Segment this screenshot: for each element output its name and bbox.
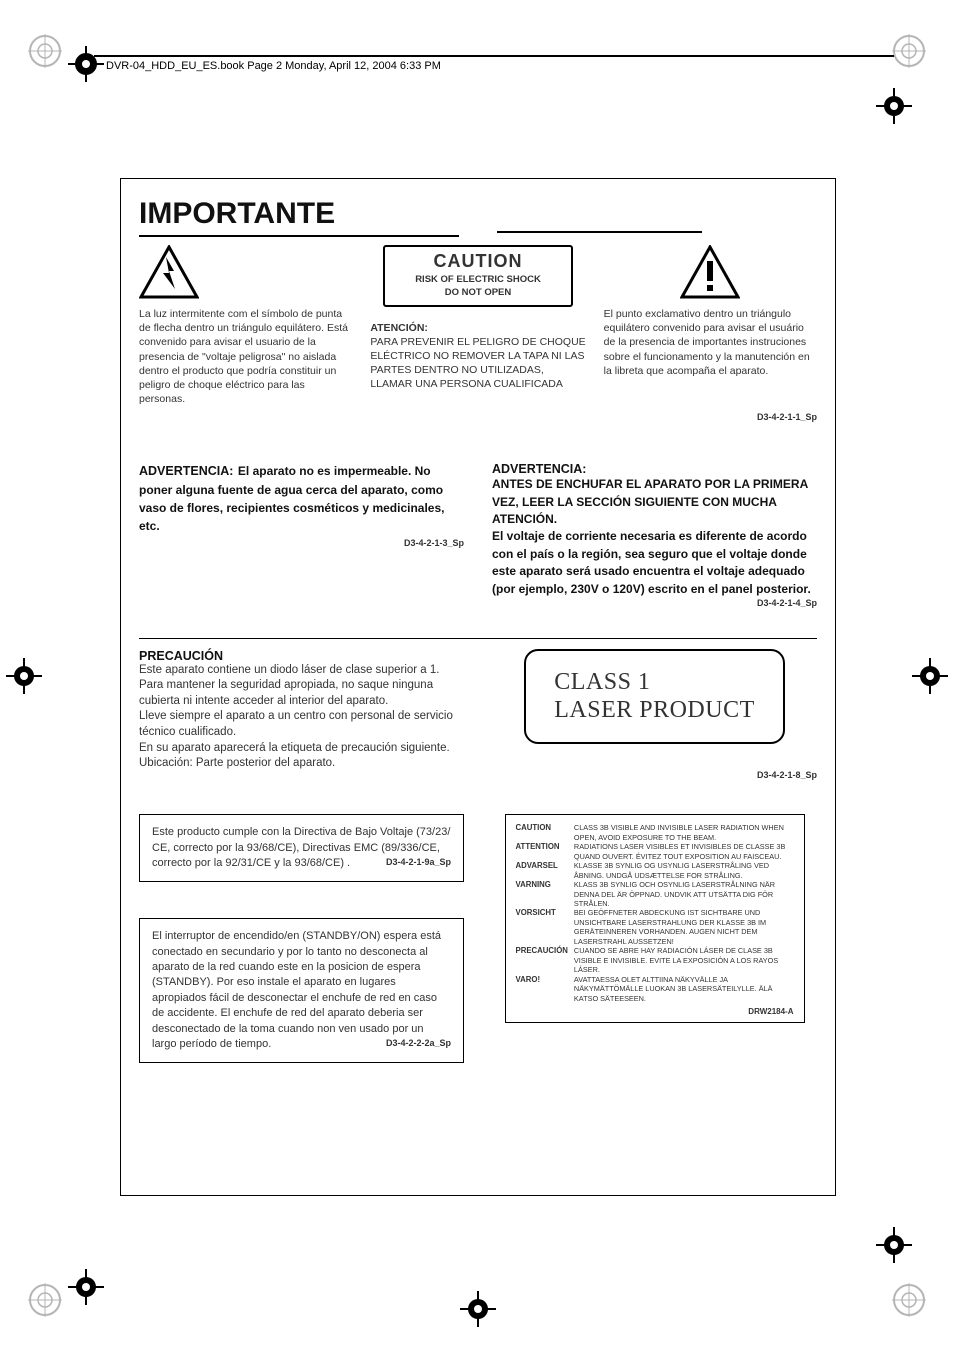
exclamation-triangle-block: El punto exclamativo dentro un triángulo… — [604, 245, 817, 378]
ml-varning: KLASS 3B SYNLIG OCH OSYNLIG LASERSTRÅLNI… — [574, 880, 794, 908]
advertencia-2-line2: El voltaje de corriente necesaria es dif… — [492, 528, 817, 598]
registration-mark — [28, 1283, 62, 1317]
caution-box-line1: CAUTION — [395, 251, 561, 272]
advertencia-1-head: ADVERTENCIA: — [139, 464, 233, 478]
ref-d3-4-2-1-1: D3-4-2-1-1_Sp — [139, 412, 817, 422]
caution-box-line3: DO NOT OPEN — [395, 287, 561, 298]
ref-d3-4-2-1-3: D3-4-2-1-3_Sp — [139, 538, 464, 548]
crosshair-mark — [910, 656, 950, 696]
directive-box: Este producto cumple con la Directiva de… — [139, 814, 464, 882]
atencion-text: PARA PREVENIR EL PELIGRO DE CHOQUE ELÉCT… — [370, 335, 585, 392]
precaucion-p1: Este aparato contiene un diodo láser de … — [139, 663, 464, 710]
crosshair-mark — [874, 86, 914, 126]
exclamation-triangle-icon — [680, 245, 740, 299]
header-path: DVR-04_HDD_EU_ES.book Page 2 Monday, Apr… — [106, 60, 447, 72]
advertencia-voltage: ADVERTENCIA: ANTES DE ENCHUFAR EL APARAT… — [492, 462, 817, 608]
header-rule — [94, 55, 894, 57]
ref-d3-4-2-2-2a: D3-4-2-2-2a_Sp — [386, 1037, 451, 1050]
precaucion-head: PRECAUCIÓN — [139, 649, 464, 663]
crosshair-mark — [874, 1225, 914, 1265]
class1-laser-box: CLASS 1 LASER PRODUCT — [524, 649, 785, 744]
crosshair-mark — [458, 1289, 498, 1329]
standby-box: El interruptor de encendido/en (STANDBY/… — [139, 918, 464, 1063]
ml-advarsel: KLASSE 3B SYNLIG OG USYNLIG LASERSTRÅLIN… — [574, 861, 794, 880]
ref-d3-4-2-1-8: D3-4-2-1-8_Sp — [492, 770, 817, 780]
crosshair-mark — [66, 44, 106, 84]
ref-d3-4-2-1-9a: D3-4-2-1-9a_Sp — [386, 856, 451, 869]
ml-vorsicht: BEI GEÖFFNETER ABDECKUNG IST SICHTBARE U… — [574, 908, 794, 946]
atencion-head: ATENCIÓN: — [370, 321, 585, 335]
advertencia-2-line1: ANTES DE ENCHUFAR EL APARATO POR LA PRIM… — [492, 476, 817, 528]
registration-mark — [892, 34, 926, 68]
precaucion-p2: Lleve siempre el aparato a un centro con… — [139, 709, 464, 740]
caution-rule — [497, 231, 702, 233]
multilang-laser-label: CAUTIONCLASS 3B VISIBLE AND INVISIBLE LA… — [505, 814, 805, 1023]
precaucion-p4: Ubicación: Parte posterior del aparato. — [139, 756, 464, 772]
ml-code: DRW2184-A — [516, 1003, 794, 1017]
lightning-triangle-text: La luz intermitente com el símbolo de pu… — [139, 307, 352, 406]
ml-attention: RADIATIONS LASER VISIBLES ET INVISIBLES … — [574, 842, 794, 861]
ml-precaucion: CUANDO SE ABRE HAY RADIACIÓN LÁSER DE CL… — [574, 946, 794, 974]
advertencia-2-head: ADVERTENCIA: — [492, 462, 817, 476]
page-title: IMPORTANTE — [139, 197, 817, 231]
caution-box: CAUTION RISK OF ELECTRIC SHOCK DO NOT OP… — [383, 245, 573, 307]
ref-d3-4-2-1-4: D3-4-2-1-4_Sp — [492, 598, 817, 608]
precaucion-block: PRECAUCIÓN Este aparato contiene un diod… — [139, 649, 464, 780]
standby-text: El interruptor de encendido/en (STANDBY/… — [152, 930, 441, 1050]
title-rule — [139, 235, 459, 237]
crosshair-mark — [66, 1267, 106, 1307]
registration-mark — [28, 34, 62, 68]
caution-block: CAUTION RISK OF ELECTRIC SHOCK DO NOT OP… — [370, 245, 585, 392]
ml-varo: AVATTAESSA OLET ALTTIINA NÄKYVÄLLE JA NÄ… — [574, 975, 794, 1003]
page-frame: IMPORTANTE La luz intermitente com el sí… — [120, 178, 836, 1196]
crosshair-mark — [4, 656, 44, 696]
caution-box-line2: RISK OF ELECTRIC SHOCK — [395, 274, 561, 285]
lightning-triangle-icon — [139, 245, 199, 299]
registration-mark — [892, 1283, 926, 1317]
laser-line1: CLASS 1 — [554, 669, 755, 697]
laser-line2: LASER PRODUCT — [554, 697, 755, 725]
page-content: IMPORTANTE La luz intermitente com el sí… — [139, 197, 817, 1177]
advertencia-waterproof: ADVERTENCIA: El aparato no es impermeabl… — [139, 462, 464, 608]
ml-caution: CLASS 3B VISIBLE AND INVISIBLE LASER RAD… — [574, 823, 794, 842]
precaucion-p3: En su aparato aparecerá la etiqueta de p… — [139, 741, 464, 757]
lightning-triangle-block: La luz intermitente com el símbolo de pu… — [139, 245, 352, 406]
exclamation-triangle-text: El punto exclamativo dentro un triángulo… — [604, 307, 817, 378]
